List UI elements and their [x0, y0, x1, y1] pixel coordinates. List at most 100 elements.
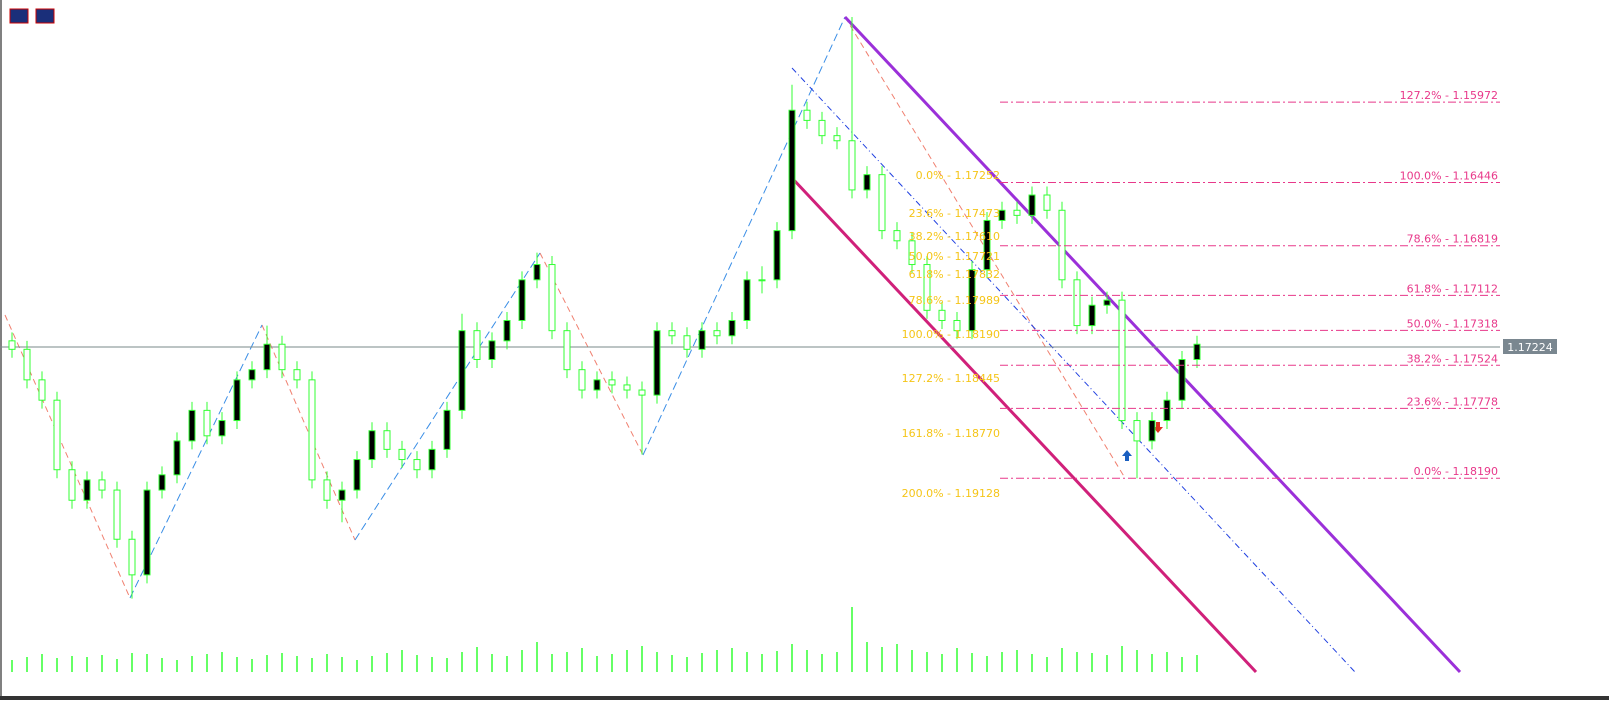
candle-body: [893, 230, 901, 242]
candle-body: [458, 330, 466, 411]
candle-body: [968, 269, 976, 332]
fib-label: 78.6% - 1.16819: [1407, 233, 1498, 246]
candle-body: [203, 409, 211, 437]
candle-body: [83, 479, 91, 501]
candle-body: [548, 264, 556, 332]
candle-body: [773, 230, 781, 281]
channel-mid: [791, 67, 1356, 673]
zigzag-up: [354, 252, 541, 541]
candle-body: [1148, 420, 1156, 442]
candle-body: [293, 369, 301, 381]
candle-body: [848, 140, 856, 191]
candle-body: [743, 279, 751, 321]
fib-label: 50.0% - 1.17318: [1407, 317, 1498, 330]
candle-body: [1043, 194, 1051, 211]
candle-body: [1013, 209, 1021, 216]
projection-label: 61.8% - 1.17832: [909, 268, 1000, 281]
candle-body: [908, 240, 916, 266]
candle-body: [218, 420, 226, 437]
candle-body: [173, 440, 181, 476]
candle-body: [1133, 420, 1141, 442]
candle-body: [938, 309, 946, 321]
zigzag-up: [642, 16, 846, 456]
candle-body: [758, 279, 766, 282]
toolbar-icon[interactable]: [9, 8, 29, 24]
candle-body: [113, 489, 121, 540]
candle-body: [248, 369, 256, 381]
candle-body: [188, 409, 196, 442]
candle-body: [368, 430, 376, 461]
fib-label: 61.8% - 1.17112: [1407, 282, 1498, 295]
candle-body: [143, 489, 151, 576]
candle-body: [128, 538, 136, 576]
candle-body: [1073, 279, 1081, 327]
candle-body: [98, 479, 106, 491]
candle-body: [398, 448, 406, 461]
projection-label: 78.6% - 1.17989: [909, 294, 1000, 307]
candle-body: [683, 335, 691, 350]
candle-body: [323, 479, 331, 501]
candle-body: [278, 343, 286, 371]
candle-body: [983, 219, 991, 271]
candle-body: [1028, 194, 1036, 216]
candle-body: [308, 379, 316, 481]
candle-body: [413, 459, 421, 471]
candle-body: [1088, 304, 1096, 327]
channel-top: [843, 15, 1462, 674]
candle-body: [1103, 299, 1111, 306]
zigzag-up: [129, 324, 263, 599]
candle-body: [8, 340, 16, 350]
candle-body: [1163, 399, 1171, 422]
candle-body: [818, 119, 826, 137]
candle-body: [533, 264, 541, 281]
projection-label: 23.6% - 1.17473: [909, 207, 1000, 220]
candle-body: [698, 330, 706, 350]
fib-label: 100.0% - 1.16446: [1400, 169, 1498, 182]
candle-body: [713, 330, 721, 337]
fib-label: 0.0% - 1.18190: [1414, 465, 1498, 478]
price-tag-label: 1.17224: [1507, 341, 1553, 354]
candle-body: [488, 340, 496, 361]
candle-body: [593, 379, 601, 391]
zigzag-down: [261, 324, 356, 541]
projection-label: 100.0% - 1.18190: [902, 328, 1000, 341]
candle-body: [578, 369, 586, 391]
candle-body: [608, 379, 616, 386]
candle-body: [68, 469, 76, 501]
channel-bottom: [790, 176, 1258, 674]
price-tag: [1503, 339, 1557, 354]
candle-body: [53, 399, 61, 471]
fib-label: 38.2% - 1.17524: [1407, 352, 1498, 365]
candle-body: [1193, 343, 1201, 361]
fib-label: 23.6% - 1.17778: [1407, 395, 1498, 408]
candle-body: [23, 348, 31, 381]
candle-body: [383, 430, 391, 450]
candle-body: [728, 319, 736, 337]
candle-body: [38, 379, 46, 401]
candle-body: [1058, 209, 1066, 281]
candle-body: [653, 330, 661, 396]
candle-body: [833, 135, 841, 142]
projection-label: 200.0% - 1.19128: [902, 487, 1000, 500]
candle-body: [503, 319, 511, 342]
candle-body: [878, 174, 886, 232]
candle-body: [353, 459, 361, 491]
projection-label: 50.0% - 1.17721: [909, 250, 1000, 263]
toolbar-icon[interactable]: [35, 8, 55, 24]
candle-body: [638, 389, 646, 396]
candle-body: [803, 109, 811, 121]
buy-arrow: [1122, 450, 1132, 461]
projection-label: 127.2% - 1.18445: [902, 372, 1000, 385]
candle-body: [233, 379, 241, 422]
candle-body: [158, 474, 166, 491]
zigzag: [4, 15, 1462, 674]
projection-label: 161.8% - 1.18770: [902, 427, 1000, 440]
candle-body: [623, 384, 631, 391]
candle-body: [473, 330, 481, 361]
candle-body: [428, 448, 436, 471]
candle-body: [1118, 299, 1126, 422]
zigzag-down: [539, 252, 644, 456]
projection-label: 38.2% - 1.17610: [909, 230, 1000, 243]
